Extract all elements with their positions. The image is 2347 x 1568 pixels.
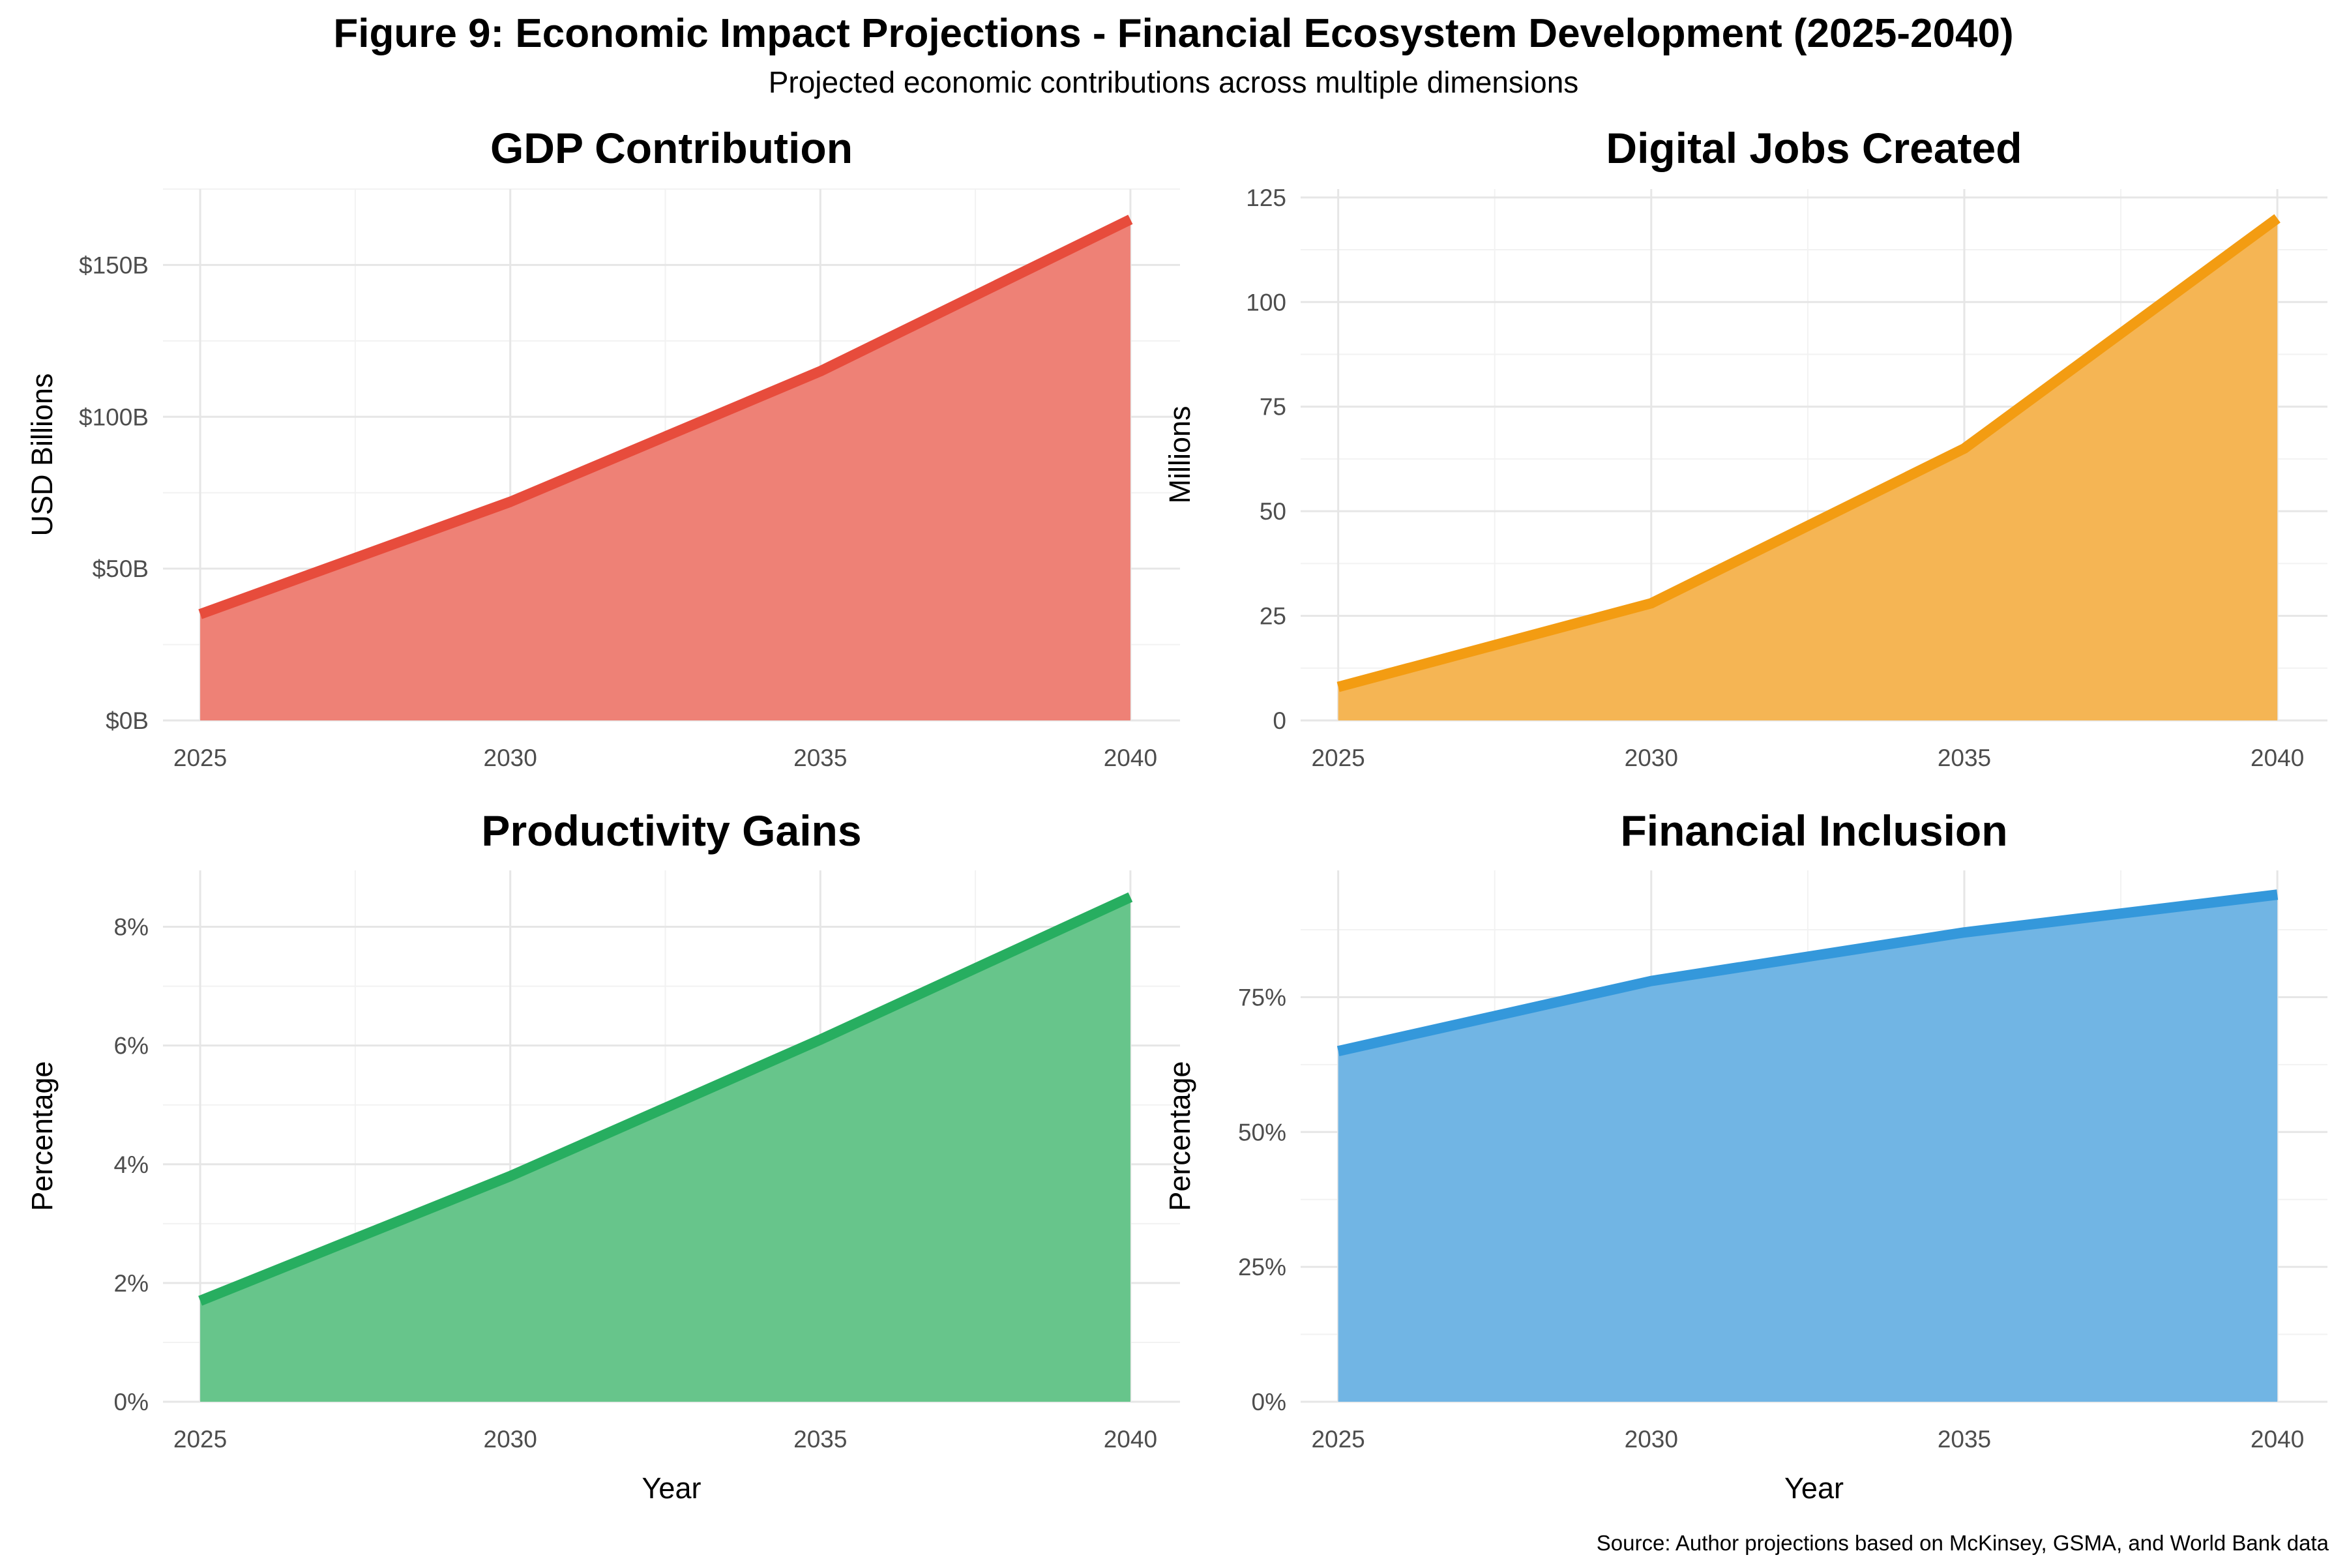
y-tick-label: 25 [1260,603,1286,630]
y-tick-label: $150B [79,252,149,278]
panels: $0B $50B $100B $150B 2025 2030 2035 2040 GDP Con… [25,124,2327,1505]
panel-3: 0% 2% 4% 6% 8% 2025 2030 2035 2040 Productivity G… [25,806,1180,1505]
x-tick-label: 2040 [1104,745,1157,771]
x-tick-label: 2025 [173,745,227,771]
series-line [1336,214,2281,692]
y-tick-label: 6% [114,1033,149,1059]
y-tick-label: 0% [114,1389,149,1415]
x-tick-label: 2030 [484,1426,537,1453]
series-line [198,214,1133,619]
y-tick-label: 75 [1260,394,1286,421]
x-tick-label: 2025 [1311,1426,1365,1453]
panel-4: 0% 25% 50% 75% 2025 2030 2035 2040 Financial Inc… [1163,806,2327,1505]
x-tick-label: 2030 [1625,745,1678,771]
source-caption: Source: Author projections based on McKi… [1597,1531,2329,1555]
x-axis-label: Year [642,1472,701,1505]
area-fill [200,219,1130,721]
y-tick-label: 2% [114,1270,149,1297]
y-tick-label: 25% [1238,1254,1286,1280]
figure-subtitle: Projected economic contributions across … [769,65,1579,99]
y-tick-label: 50 [1260,498,1286,525]
y-tick-label: 4% [114,1151,149,1178]
x-tick-label: 2030 [1625,1426,1678,1453]
y-tick-label: 8% [114,914,149,941]
panel-2: 0 25 50 75 100 125 2025 2030 2035 2040 Digital Job… [1163,124,2327,771]
panel-title: Digital Jobs Created [1606,124,2022,172]
y-tick-label: 75% [1238,984,1286,1011]
area-fill [1338,895,2278,1402]
y-axis-label: USD Billions [25,373,59,536]
y-axis-label: Percentage [1163,1061,1196,1211]
x-tick-label: 2040 [2251,1426,2304,1453]
y-tick-label: $50B [93,555,149,582]
y-axis-label: Millions [1163,406,1196,503]
y-tick-label: 125 [1246,185,1286,211]
x-axis-label: Year [1784,1472,1844,1505]
y-tick-label: $0B [106,707,149,734]
x-tick-label: 2025 [1311,745,1365,771]
panel-title: GDP Contribution [490,124,853,172]
x-tick-label: 2040 [1104,1426,1157,1453]
x-tick-label: 2025 [173,1426,227,1453]
y-axis-label: Percentage [25,1061,59,1211]
panel-1: $0B $50B $100B $150B 2025 2030 2035 2040 GDP Con… [25,124,1180,771]
x-tick-label: 2040 [2251,745,2304,771]
series-line [198,892,1133,1306]
x-tick-label: 2035 [1938,1426,1991,1453]
x-tick-label: 2035 [793,745,847,771]
y-tick-label: 100 [1246,289,1286,316]
series-line [1336,889,2279,1056]
panel-title: Productivity Gains [481,806,861,855]
area-fill [200,896,1130,1402]
y-tick-label: $100B [79,404,149,430]
x-tick-label: 2030 [484,745,537,771]
y-tick-label: 50% [1238,1119,1286,1146]
x-tick-label: 2035 [793,1426,847,1453]
y-tick-label: 0 [1273,707,1286,734]
figure-title: Figure 9: Economic Impact Projections - … [333,11,2013,56]
panel-title: Financial Inclusion [1620,806,2007,855]
x-tick-label: 2035 [1938,745,1991,771]
y-tick-label: 0% [1252,1389,1286,1415]
area-fill [1338,218,2278,720]
